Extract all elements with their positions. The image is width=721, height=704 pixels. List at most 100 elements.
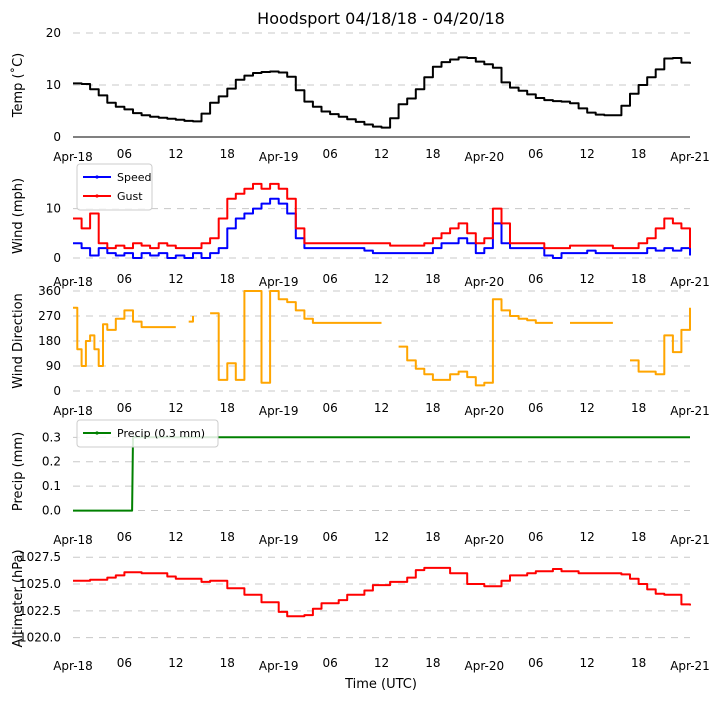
x-tick-label: Apr-18 xyxy=(53,275,93,289)
x-tick-label: Apr-19 xyxy=(259,533,299,547)
legend-label: Speed xyxy=(117,171,151,184)
x-tick-label: Apr-20 xyxy=(465,150,505,164)
y-tick-label: 1025.0 xyxy=(19,577,61,591)
x-tick-label: 06 xyxy=(528,401,543,415)
x-tick-label: 12 xyxy=(168,530,183,544)
series-line-altimeter xyxy=(73,566,691,618)
x-tick-label: 12 xyxy=(580,272,595,286)
x-tick-label: Apr-19 xyxy=(259,150,299,164)
x-tick-label: 06 xyxy=(117,401,132,415)
series-line-speed xyxy=(73,197,691,259)
x-tick-label: Apr-18 xyxy=(53,659,93,673)
y-tick-label: 0 xyxy=(53,251,61,265)
x-tick-label: 18 xyxy=(425,147,440,161)
x-tick-label: 18 xyxy=(220,656,235,670)
x-tick-label: 12 xyxy=(374,656,389,670)
x-tick-label: Apr-21 xyxy=(670,150,710,164)
x-tick-label: 12 xyxy=(168,656,183,670)
series-line-gust xyxy=(73,182,691,250)
y-tick-label: 0.3 xyxy=(42,430,61,444)
x-tick-label: Apr-21 xyxy=(670,404,710,418)
x-tick-label: 18 xyxy=(425,530,440,544)
x-tick-label: 12 xyxy=(374,530,389,544)
x-tick-label: 06 xyxy=(528,530,543,544)
legend-box xyxy=(76,163,153,211)
x-tick-label: 18 xyxy=(220,147,235,161)
x-tick-label: 12 xyxy=(580,401,595,415)
x-tick-label: 06 xyxy=(322,147,337,161)
x-tick-label: 06 xyxy=(117,272,132,286)
panel-temp: 0 10 20 Temp (˚C) Apr-18 06 12 18 Apr-19 06 12 18 Ap… xyxy=(10,26,710,164)
x-tick-label: 18 xyxy=(631,272,646,286)
y-tick-label: 10 xyxy=(46,78,61,92)
x-tick-label: 18 xyxy=(631,656,646,670)
y-axis-label-wind: Wind (mph) xyxy=(11,178,26,254)
y-tick-label: 0 xyxy=(53,130,61,144)
x-axis-label: Time (UTC) xyxy=(344,677,417,692)
x-tick-label: Apr-20 xyxy=(465,404,505,418)
y-tick-label: 0.0 xyxy=(42,504,61,518)
x-tick-label: 12 xyxy=(168,147,183,161)
x-tick-label: Apr-19 xyxy=(259,275,299,289)
panel-wind: 0 10 Wind (mph) Apr-18 06 12 18 Apr-19 06 12 18 Apr… xyxy=(11,163,710,289)
x-tick-label: 12 xyxy=(374,147,389,161)
x-tick-label: Apr-19 xyxy=(259,404,299,418)
x-tick-label: Apr-21 xyxy=(670,533,710,547)
x-tick-label: 18 xyxy=(220,530,235,544)
y-tick-label: 10 xyxy=(46,202,61,216)
y-tick-label: 270 xyxy=(38,309,61,323)
chart-title: Hoodsport 04/18/18 - 04/20/18 xyxy=(257,9,505,28)
x-tick-label: Apr-21 xyxy=(670,275,710,289)
x-tick-label: 12 xyxy=(374,272,389,286)
y-axis-label-altimeter: Altimeter (hPa) xyxy=(11,549,26,647)
x-tick-label: 18 xyxy=(220,401,235,415)
x-tick-label: 06 xyxy=(322,530,337,544)
x-tick-label: 18 xyxy=(631,530,646,544)
x-tick-label: 06 xyxy=(322,656,337,670)
series-line-temp xyxy=(73,56,691,129)
x-tick-label: 12 xyxy=(580,530,595,544)
y-tick-label: 1027.5 xyxy=(19,550,61,564)
y-tick-label: 1022.5 xyxy=(19,604,61,618)
y-axis-label-direction: Wind Direction xyxy=(11,293,26,389)
x-tick-label: 06 xyxy=(322,272,337,286)
panel-precip: 0.0 0.1 0.2 0.3 Precip (mm) Apr-18 06 12 18 Apr-1… xyxy=(11,419,710,547)
x-tick-label: 12 xyxy=(374,401,389,415)
x-tick-label: 18 xyxy=(631,401,646,415)
x-tick-label: Apr-20 xyxy=(465,659,505,673)
y-tick-label: 0.1 xyxy=(42,479,61,493)
series-line-precip-0-3-mm- xyxy=(73,436,690,512)
x-tick-label: Apr-18 xyxy=(53,150,93,164)
x-tick-label: 18 xyxy=(425,656,440,670)
x-tick-label: 06 xyxy=(117,530,132,544)
x-tick-label: 12 xyxy=(168,401,183,415)
legend-marker xyxy=(95,194,99,198)
panel-direction: 0 90 180 270 360 Wind Direction Apr-18 06 12 18 Ap… xyxy=(11,284,710,418)
y-tick-label: 0.2 xyxy=(42,455,61,469)
x-tick-label: 06 xyxy=(322,401,337,415)
x-tick-label: 12 xyxy=(168,272,183,286)
legend-label: Gust xyxy=(117,190,143,203)
x-tick-label: 18 xyxy=(425,272,440,286)
x-tick-label: 18 xyxy=(631,147,646,161)
x-tick-label: 06 xyxy=(117,147,132,161)
y-tick-label: 90 xyxy=(46,359,61,373)
legend-box xyxy=(76,419,219,448)
y-axis-label-temp: Temp (˚C) xyxy=(10,53,26,119)
y-tick-label: 360 xyxy=(38,284,61,298)
legend-label: Precip (0.3 mm) xyxy=(117,427,205,440)
x-tick-label: Apr-21 xyxy=(670,659,710,673)
y-tick-label: 180 xyxy=(38,334,61,348)
y-tick-label: 0 xyxy=(53,384,61,398)
legend-marker xyxy=(95,175,99,179)
y-axis-label-precip: Precip (mm) xyxy=(11,432,26,511)
x-tick-label: 18 xyxy=(425,401,440,415)
x-tick-label: 18 xyxy=(220,272,235,286)
x-tick-label: Apr-18 xyxy=(53,404,93,418)
series-line-direction xyxy=(73,290,691,387)
y-tick-label: 20 xyxy=(46,26,61,40)
x-tick-label: Apr-18 xyxy=(53,533,93,547)
